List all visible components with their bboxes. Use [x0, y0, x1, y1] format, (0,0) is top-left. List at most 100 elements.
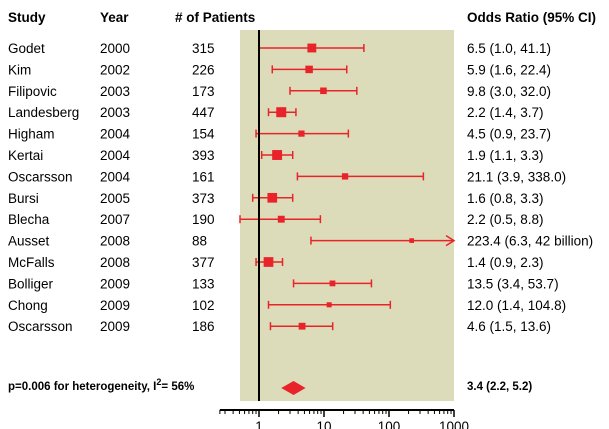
point-estimate — [409, 238, 415, 243]
point-estimate — [267, 192, 278, 203]
axis-tick-label: 100 — [378, 419, 401, 429]
study-patients: 447 — [192, 105, 215, 120]
study-patients: 88 — [192, 234, 207, 249]
axis-tick-label: 1 — [255, 419, 263, 429]
plot-panel — [240, 30, 454, 401]
pooled-or-label: 3.4 (2.2, 5.2) — [467, 381, 532, 393]
study-row: Bursi 2005 373 1.6 (0.8, 3.3) — [8, 191, 544, 206]
point-estimate — [320, 87, 327, 95]
study-or-label: 12.0 (1.4, 104.8) — [467, 298, 566, 313]
plot-marks — [239, 30, 456, 401]
point-estimate — [298, 130, 305, 137]
study-name: Kim — [8, 62, 31, 77]
study-year: 2007 — [100, 212, 130, 227]
study-patients: 393 — [192, 148, 215, 163]
study-year: 2003 — [100, 84, 130, 99]
point-estimate — [272, 150, 283, 160]
study-name: Bolliger — [8, 276, 54, 291]
point-estimate — [263, 257, 274, 267]
heterogeneity-suffix: = 56% — [161, 381, 194, 393]
pooled-diamond — [281, 381, 306, 395]
axis-tick-label: 1000 — [439, 419, 469, 429]
study-rows: Godet 2000 315 6.5 (1.0, 41.1) Kim 2002 226 5.9… — [8, 41, 593, 334]
point-estimate — [277, 215, 285, 223]
study-or-label: 21.1 (3.9, 338.0) — [467, 169, 566, 184]
study-patients: 190 — [192, 212, 215, 227]
point-estimate — [341, 173, 349, 180]
study-or-label: 1.9 (1.1, 3.3) — [467, 148, 544, 163]
header-study: Study — [8, 10, 46, 25]
study-row: Kim 2002 226 5.9 (1.6, 22.4) — [8, 62, 551, 77]
x-axis: 1 10 100 1000 — [219, 409, 469, 429]
header-patients: # of Patients — [175, 10, 255, 25]
study-or-label: 2.2 (0.5, 8.8) — [467, 212, 544, 227]
study-name: Higham — [8, 127, 55, 142]
study-patients: 173 — [192, 84, 215, 99]
study-name: Filipovic — [8, 84, 57, 99]
point-estimate — [276, 107, 287, 118]
ci-arrow — [445, 234, 456, 247]
study-name: Oscarsson — [8, 319, 73, 334]
study-patients: 315 — [192, 41, 215, 56]
study-row: Blecha 2007 190 2.2 (0.5, 8.8) — [8, 212, 544, 227]
study-row: Bolliger 2009 133 13.5 (3.4, 53.7) — [8, 276, 559, 291]
study-name: Chong — [8, 298, 48, 313]
heterogeneity-sup: 2 — [156, 377, 161, 387]
study-row: Filipovic 2003 173 9.8 (3.0, 32.0) — [8, 84, 551, 99]
point-estimate — [307, 43, 317, 53]
study-or-label: 13.5 (3.4, 53.7) — [467, 276, 559, 291]
study-year: 2004 — [100, 148, 131, 163]
study-row: Kertai 2004 393 1.9 (1.1, 3.3) — [8, 148, 544, 163]
study-patients: 186 — [192, 319, 215, 334]
header-year: Year — [100, 10, 129, 25]
study-year: 2009 — [100, 276, 130, 291]
study-or-label: 6.5 (1.0, 41.1) — [467, 41, 551, 56]
study-row: Higham 2004 154 4.5 (0.9, 23.7) — [8, 127, 551, 142]
point-estimate — [329, 280, 336, 287]
study-row: Godet 2000 315 6.5 (1.0, 41.1) — [8, 41, 551, 56]
study-year: 2003 — [100, 105, 130, 120]
study-patients: 133 — [192, 276, 215, 291]
study-or-label: 4.6 (1.5, 13.6) — [467, 319, 551, 334]
study-year: 2008 — [100, 255, 130, 270]
study-name: Godet — [8, 41, 45, 56]
study-name: Oscarsson — [8, 169, 73, 184]
study-patients: 373 — [192, 191, 215, 206]
study-patients: 161 — [192, 169, 215, 184]
study-year: 2000 — [100, 41, 130, 56]
study-name: Bursi — [8, 191, 39, 206]
study-name: Kertai — [8, 148, 43, 163]
study-or-label: 1.6 (0.8, 3.3) — [467, 191, 544, 206]
study-year: 2009 — [100, 298, 130, 313]
summary-row: p=0.006 for heterogeneity, I2= 56% 3.4 (… — [8, 377, 532, 393]
column-headers: Study Year # of Patients Odds Ratio (95%… — [8, 10, 596, 25]
study-or-label: 223.4 (6.3, 42 billion) — [467, 234, 593, 249]
heterogeneity-prefix: p=0.006 for heterogeneity, I — [8, 381, 156, 393]
study-patients: 226 — [192, 62, 215, 77]
study-patients: 102 — [192, 298, 215, 313]
study-name: Landesberg — [8, 105, 79, 120]
study-year: 2009 — [100, 319, 130, 334]
study-patients: 377 — [192, 255, 215, 270]
study-name: McFalls — [8, 255, 55, 270]
header-odds-ratio: Odds Ratio (95% CI) — [467, 10, 596, 25]
study-or-label: 9.8 (3.0, 32.0) — [467, 84, 551, 99]
study-name: Blecha — [8, 212, 50, 227]
study-row: Oscarsson 2009 186 4.6 (1.5, 13.6) — [8, 319, 551, 334]
point-estimate — [326, 302, 332, 308]
study-row: Ausset 2008 88 223.4 (6.3, 42 billion) — [8, 234, 593, 249]
study-row: Landesberg 2003 447 2.2 (1.4, 3.7) — [8, 105, 544, 120]
study-year: 2008 — [100, 234, 130, 249]
axis-tick-label: 10 — [316, 419, 331, 429]
study-or-label: 1.4 (0.9, 2.3) — [467, 255, 544, 270]
study-year: 2004 — [100, 127, 131, 142]
study-year: 2002 — [100, 62, 130, 77]
study-or-label: 2.2 (1.4, 3.7) — [467, 105, 544, 120]
study-name: Ausset — [8, 234, 50, 249]
point-estimate — [298, 322, 306, 330]
study-or-label: 5.9 (1.6, 22.4) — [467, 62, 551, 77]
study-year: 2005 — [100, 191, 130, 206]
study-patients: 154 — [192, 127, 215, 142]
study-year: 2004 — [100, 169, 131, 184]
